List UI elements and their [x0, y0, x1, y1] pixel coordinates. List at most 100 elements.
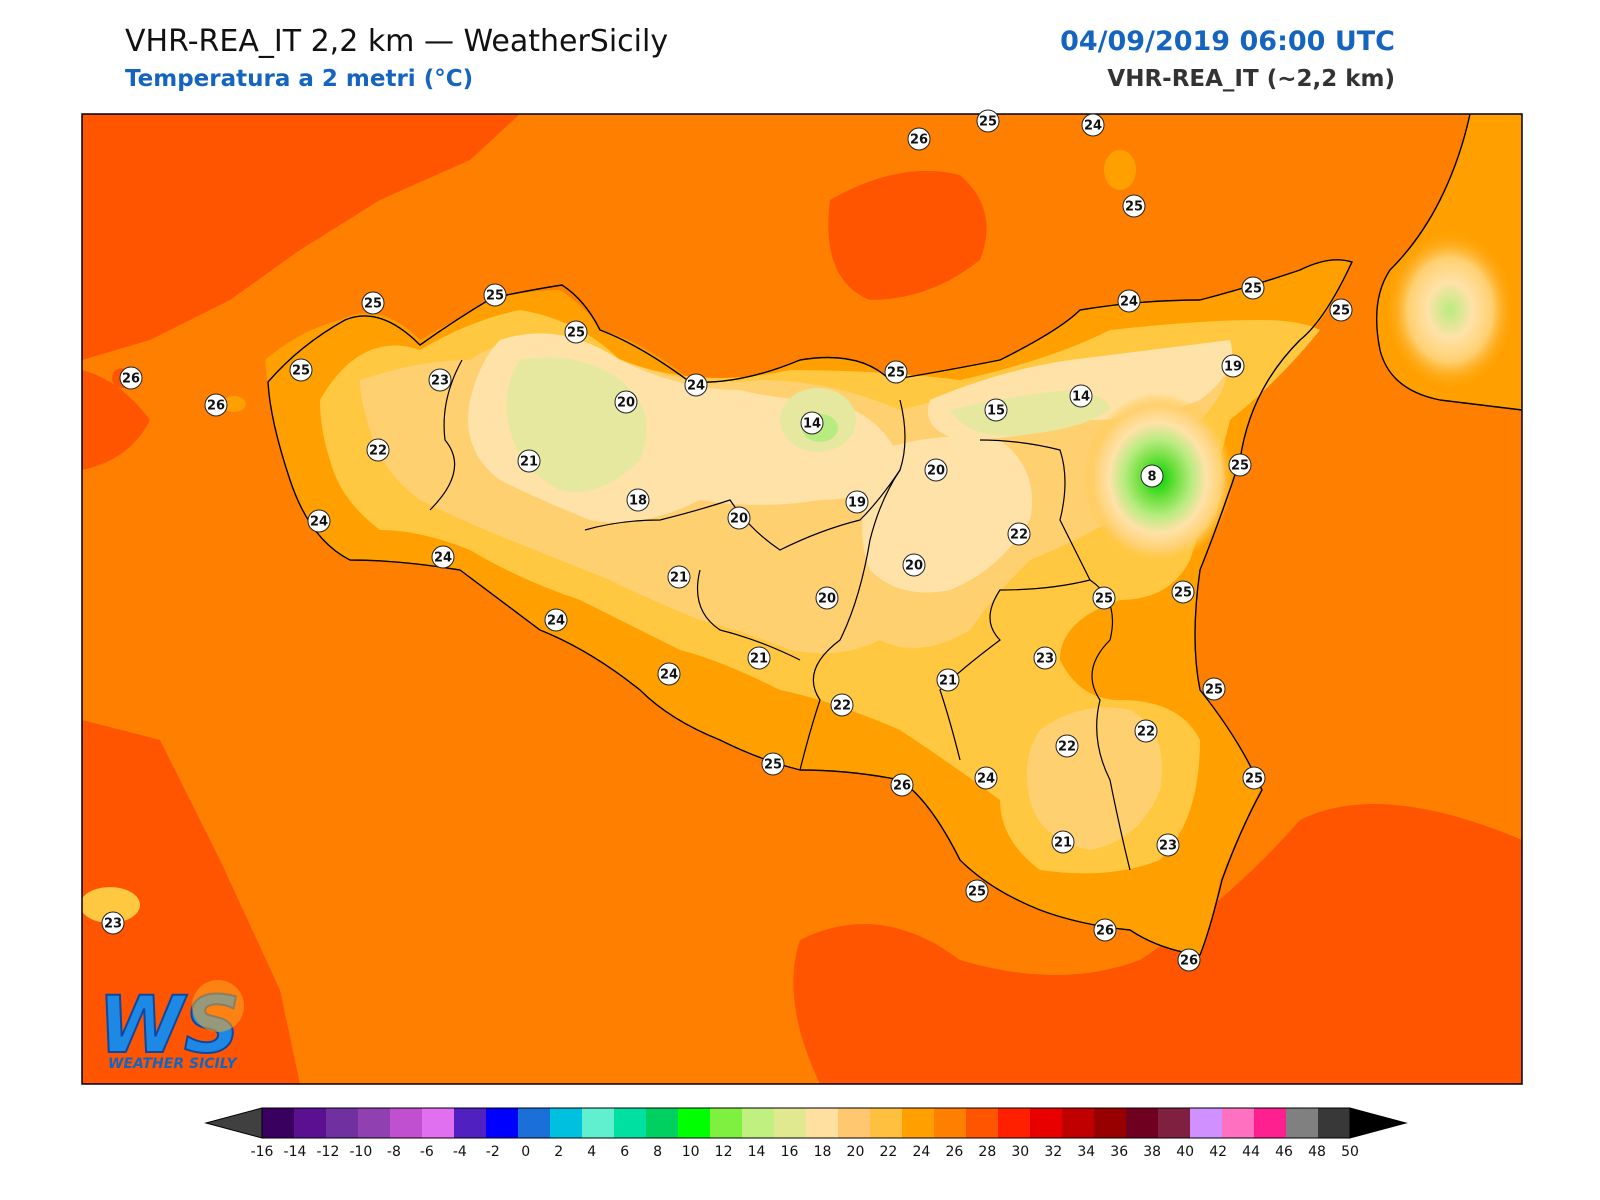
colorbar-tick-label: -2: [486, 1144, 500, 1160]
station-temperature-label: 21: [750, 652, 768, 667]
station-temperature-label: 25: [1174, 586, 1192, 601]
colorbar-tick-label: 40: [1176, 1144, 1194, 1160]
station-temperature-label: 25: [1245, 772, 1263, 787]
station-marker-circle: [428, 368, 452, 392]
station-marker: 26: [119, 366, 143, 390]
colorbar-swatch: [710, 1108, 743, 1138]
colorbar-swatch: [1126, 1108, 1159, 1138]
calabria-cool-area: [1385, 230, 1515, 390]
station-temperature-label: 24: [687, 379, 705, 394]
colorbar-swatch: [1062, 1108, 1095, 1138]
warm-sea-nw: [82, 114, 520, 360]
colorbar-swatch: [934, 1108, 967, 1138]
station-marker-circle: [965, 879, 989, 903]
station-marker-circle: [747, 646, 771, 670]
station-marker-circle: [119, 366, 143, 390]
station-temperature-label: 23: [1159, 839, 1177, 854]
station-temperature-label: 19: [848, 496, 866, 511]
station-temperature-label: 22: [1058, 740, 1076, 755]
station-marker: 25: [884, 360, 908, 384]
colorbar-tick-label: 26: [945, 1144, 963, 1160]
station-marker: 25: [1228, 453, 1252, 477]
station-marker-circle: [974, 766, 998, 790]
station-temperature-label: 24: [1084, 119, 1102, 134]
colorbar-swatch: [1094, 1108, 1127, 1138]
colorbar-tick-label: 38: [1143, 1144, 1161, 1160]
station-marker-circle: [884, 360, 908, 384]
station-marker: 23: [1033, 646, 1057, 670]
colorbar-tick-label: 50: [1341, 1144, 1359, 1160]
colorbar-tick-label: 34: [1077, 1144, 1095, 1160]
station-temperature-label: 20: [730, 512, 748, 527]
station-temperature-label: 15: [987, 404, 1005, 419]
colorbar-tick-label: 44: [1242, 1144, 1260, 1160]
station-marker-circle: [1134, 719, 1158, 743]
station-marker: 25: [1171, 580, 1195, 604]
station-marker-circle: [845, 490, 869, 514]
province-border-4: [696, 569, 801, 661]
colorbar-tick-label: 20: [847, 1144, 865, 1160]
colorbar-tick-label: 10: [682, 1144, 700, 1160]
station-marker: 24: [544, 608, 568, 632]
colorbar-tick-label: -14: [284, 1144, 307, 1160]
station-marker-circle: [1242, 766, 1266, 790]
station-marker: 25: [1122, 194, 1146, 218]
colorbar-swatch: [838, 1108, 871, 1138]
station-temperature-label: 24: [1120, 295, 1138, 310]
station-temperature-label: 25: [292, 364, 310, 379]
madonie-cool: [506, 357, 647, 492]
station-marker-circle: [307, 509, 331, 533]
colorbar-tick-label: 8: [653, 1144, 662, 1160]
colorbar-tick-label: 14: [748, 1144, 766, 1160]
station-temperature-label: 24: [547, 614, 565, 629]
colorbar-tick-label: 4: [587, 1144, 596, 1160]
station-marker-circle: [431, 545, 455, 569]
station-marker-circle: [483, 283, 507, 307]
station-temperature-label: 25: [486, 289, 504, 304]
station-temperature-label: 21: [520, 455, 538, 470]
station-temperature-label: 20: [617, 396, 635, 411]
map-title: VHR-REA_IT 2,2 km — WeatherSicily: [125, 24, 669, 59]
station-marker-circle: [564, 320, 588, 344]
station-temperature-label: 21: [939, 674, 957, 689]
station-marker-circle: [1093, 918, 1117, 942]
station-marker: 25: [1242, 766, 1266, 790]
station-marker-circle: [890, 773, 914, 797]
station-temperature-label: 14: [1072, 390, 1090, 405]
station-marker: 24: [1081, 113, 1105, 137]
colorbar-max-arrow: [1349, 1107, 1408, 1139]
station-marker: 24: [684, 373, 708, 397]
station-temperature-label: 26: [207, 399, 225, 414]
station-temperature-label: 22: [1137, 725, 1155, 740]
colorbar-tick-label: 24: [912, 1144, 930, 1160]
colorbar-swatch: [518, 1108, 551, 1138]
station-marker: 26: [204, 393, 228, 417]
station-temperature-label: 25: [364, 297, 382, 312]
station-temperature-label: 25: [887, 366, 905, 381]
colorbar-tick-label: -12: [317, 1144, 340, 1160]
station-marker: 23: [428, 368, 452, 392]
station-marker-circle: [1329, 298, 1353, 322]
colorbar-tick-label: 6: [620, 1144, 629, 1160]
station-marker-circle: [1055, 734, 1079, 758]
colorbar-swatch: [422, 1108, 455, 1138]
colorbar-border: [261, 1107, 1351, 1139]
colorbar-swatch: [294, 1108, 327, 1138]
station-marker-circle: [1177, 948, 1201, 972]
province-border-1: [429, 359, 463, 511]
station-marker-circle: [626, 488, 650, 512]
station-temperature-label: 25: [764, 758, 782, 773]
station-marker-circle: [1092, 586, 1116, 610]
colorbar-tick-label: 16: [781, 1144, 799, 1160]
warm-sea-north: [828, 170, 987, 300]
colorbar-swatch: [678, 1108, 711, 1138]
station-marker-circle: [1156, 833, 1180, 857]
colorbar-tick-label: -8: [387, 1144, 401, 1160]
colorbar-tick-label: -16: [251, 1144, 274, 1160]
station-temperature-label: 21: [1054, 836, 1072, 851]
station-marker: 26: [890, 773, 914, 797]
station-marker: 25: [1241, 276, 1265, 300]
station-temperature-label: 25: [979, 115, 997, 130]
station-temperature-label: 23: [1036, 652, 1054, 667]
colorbar-swatch: [998, 1108, 1031, 1138]
